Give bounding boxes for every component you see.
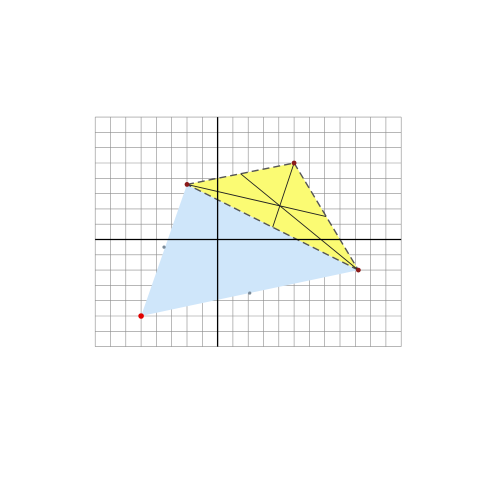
point-c (355, 267, 361, 273)
edge-ca (186, 183, 359, 271)
points (138, 160, 361, 319)
inner-triangle-fill (187, 163, 359, 271)
point-p (138, 313, 144, 319)
median-from-c (240, 173, 359, 271)
median-from-b (272, 162, 295, 228)
filled-shapes (141, 163, 359, 316)
axes (95, 117, 402, 347)
point-a (184, 182, 190, 187)
edge-bc (293, 162, 359, 271)
outer-triangle-fill (141, 184, 359, 316)
point-m2 (248, 291, 252, 295)
median-from-a (186, 183, 327, 217)
point-m1 (162, 245, 166, 249)
edge-ab (186, 162, 295, 186)
triangle-lines (186, 162, 359, 271)
point-b (291, 160, 297, 166)
